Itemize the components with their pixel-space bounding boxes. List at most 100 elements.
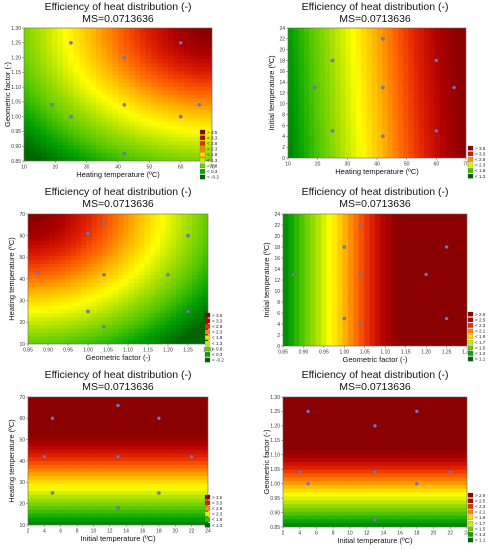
heatmap-cell — [408, 62, 415, 67]
legend-swatch — [467, 173, 474, 179]
heatmap-cell — [315, 295, 322, 301]
heatmap-cell — [65, 301, 71, 307]
heatmap-cell — [303, 70, 310, 75]
heatmap-cell — [118, 133, 125, 139]
heatmap-cell — [173, 106, 180, 111]
heatmap-cell — [329, 119, 336, 125]
heatmap-cell — [445, 58, 451, 64]
heatmap-cell — [133, 305, 140, 311]
heatmap-cell — [445, 150, 451, 155]
heatmap-cell — [403, 150, 410, 155]
heatmap-cell — [200, 51, 208, 56]
heatmap-cell — [144, 294, 151, 299]
heatmap-cell — [445, 342, 452, 346]
heatmap-cell — [178, 157, 185, 161]
heatmap-cell — [366, 39, 373, 44]
heatmap-cell — [80, 340, 87, 344]
heatmap-cell — [324, 131, 331, 136]
heatmap-cell — [434, 272, 441, 277]
heatmap-cell — [293, 96, 300, 102]
heatmap-cell — [293, 311, 300, 316]
heatmap-cell — [84, 145, 91, 150]
heatmap-cell — [402, 248, 409, 254]
heatmap-cell — [35, 51, 42, 56]
design-point — [342, 245, 347, 249]
heatmap-cell — [412, 314, 419, 320]
heatmap-cell — [288, 264, 295, 269]
heatmap-cell — [283, 225, 290, 231]
legend-swatch — [199, 157, 206, 163]
heatmap-cell — [455, 66, 462, 71]
heatmap-cell — [38, 279, 45, 284]
heatmap-cell — [382, 54, 389, 60]
heatmap-cell — [293, 268, 300, 273]
heatmap-cell — [445, 127, 451, 132]
heatmap-cell — [202, 236, 208, 242]
heatmap-cell — [380, 256, 387, 262]
heatmap-cell — [407, 303, 414, 308]
heatmap-cell — [70, 317, 77, 322]
heatmap-cell — [62, 102, 69, 107]
heatmap-cell — [396, 283, 403, 289]
heatmap-cell — [91, 321, 98, 326]
y-tick-label: 22 — [279, 37, 285, 43]
heatmap-cell — [347, 314, 354, 320]
heatmap-cell — [308, 135, 315, 140]
heatmap-cell — [91, 400, 98, 406]
heatmap-cell — [320, 276, 327, 281]
heatmap-cell — [195, 71, 202, 76]
heatmap-cell — [140, 86, 147, 92]
heatmap-cell — [408, 70, 415, 75]
heatmap-cell — [445, 338, 452, 343]
heatmap-cell — [445, 89, 451, 94]
heatmap-cell — [173, 39, 180, 45]
heatmap-cell — [315, 330, 322, 335]
heatmap-cell — [24, 137, 31, 143]
heatmap-cell — [102, 236, 109, 242]
heatmap-cell — [173, 90, 180, 96]
design-point — [444, 316, 449, 321]
heatmap-cell — [112, 214, 119, 219]
heatmap-cell — [192, 263, 199, 269]
heatmap-cell — [455, 39, 462, 44]
heatmap-cell — [123, 157, 130, 161]
heatmap-cell — [91, 298, 98, 303]
heatmap-cell — [331, 256, 338, 262]
heatmap-cell — [70, 294, 77, 299]
heatmap-cell — [165, 256, 172, 261]
y-tick-label: 10 — [274, 289, 280, 295]
heatmap-cell — [320, 287, 327, 293]
heatmap-cell — [392, 35, 399, 41]
design-point — [358, 272, 363, 277]
heatmap-cell — [106, 90, 114, 96]
heatmap-cell — [461, 299, 467, 304]
heatmap-cell — [455, 35, 462, 41]
heatmap-cell — [90, 71, 97, 76]
heatmap-cell — [184, 129, 191, 135]
heatmap-cell — [133, 233, 140, 238]
heatmap-cell — [28, 340, 34, 344]
heatmap-cell — [101, 121, 108, 127]
heatmap-cell — [424, 35, 430, 41]
heatmap-cell — [160, 400, 167, 406]
heatmap-cell — [461, 314, 467, 320]
heatmap-cell — [429, 287, 436, 293]
heatmap-cell — [402, 256, 409, 262]
legend-swatch — [204, 357, 211, 363]
heatmap-cell — [160, 217, 167, 223]
heatmap-cell — [107, 294, 114, 299]
heatmap-cell — [434, 214, 441, 219]
heatmap-cell — [418, 93, 425, 98]
heatmap-cell — [95, 129, 103, 135]
heatmap-cell — [123, 240, 130, 246]
y-tick-label: 24 — [274, 212, 280, 218]
heatmap-cell — [149, 214, 156, 219]
heatmap-cell — [40, 90, 47, 96]
heatmap-cell — [347, 334, 354, 339]
heatmap-cell — [167, 133, 174, 139]
heatmap-cell — [75, 332, 82, 337]
heatmap-cell — [140, 141, 147, 146]
heatmap-cell — [304, 283, 311, 289]
heatmap-cell — [460, 115, 466, 121]
